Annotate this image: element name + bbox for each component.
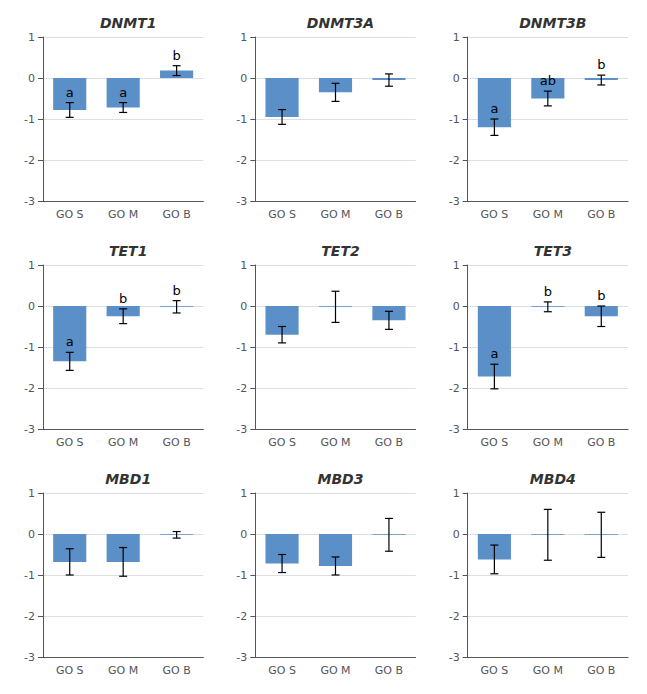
svg-text:GO M: GO M — [320, 436, 350, 449]
svg-text:0: 0 — [240, 528, 247, 541]
svg-text:DNMT3B: DNMT3B — [519, 15, 586, 31]
svg-text:1: 1 — [240, 31, 247, 44]
svg-text:b: b — [119, 291, 127, 306]
svg-text:1: 1 — [453, 31, 460, 44]
svg-text:GO M: GO M — [108, 208, 138, 221]
svg-text:TET3: TET3 — [534, 243, 572, 259]
svg-text:DNMT1: DNMT1 — [100, 15, 157, 31]
svg-text:0: 0 — [453, 72, 460, 85]
svg-text:a: a — [119, 85, 127, 100]
svg-text:MBD4: MBD4 — [530, 471, 576, 487]
svg-text:1: 1 — [240, 259, 247, 272]
svg-text:-2: -2 — [24, 154, 35, 167]
svg-text:-3: -3 — [24, 195, 35, 208]
svg-text:0: 0 — [240, 72, 247, 85]
svg-text:-2: -2 — [24, 382, 35, 395]
svg-text:GO B: GO B — [375, 436, 403, 449]
svg-text:GO B: GO B — [162, 664, 190, 677]
svg-text:a: a — [66, 85, 74, 100]
svg-text:ab: ab — [540, 73, 556, 88]
svg-text:1: 1 — [453, 487, 460, 500]
svg-text:GO M: GO M — [533, 208, 563, 221]
svg-text:-3: -3 — [449, 423, 460, 436]
svg-text:GO B: GO B — [162, 208, 190, 221]
svg-text:-1: -1 — [236, 569, 247, 582]
svg-text:1: 1 — [240, 487, 247, 500]
svg-text:GO M: GO M — [108, 664, 138, 677]
svg-text:GO B: GO B — [162, 436, 190, 449]
svg-text:-3: -3 — [24, 423, 35, 436]
svg-text:GO M: GO M — [320, 664, 350, 677]
svg-text:-1: -1 — [449, 113, 460, 126]
svg-text:0: 0 — [240, 300, 247, 313]
svg-text:a: a — [66, 334, 74, 349]
svg-text:GO S: GO S — [268, 436, 296, 449]
svg-text:-3: -3 — [236, 195, 247, 208]
svg-text:GO B: GO B — [375, 208, 403, 221]
svg-text:-2: -2 — [449, 382, 460, 395]
svg-text:b: b — [172, 48, 180, 63]
svg-text:-1: -1 — [236, 341, 247, 354]
svg-text:-1: -1 — [24, 341, 35, 354]
svg-text:0: 0 — [453, 300, 460, 313]
svg-text:a: a — [490, 101, 498, 116]
svg-text:0: 0 — [28, 528, 35, 541]
svg-text:-2: -2 — [449, 154, 460, 167]
svg-text:-2: -2 — [24, 610, 35, 623]
svg-text:b: b — [544, 284, 552, 299]
svg-text:0: 0 — [28, 72, 35, 85]
svg-text:-2: -2 — [449, 610, 460, 623]
svg-text:GO S: GO S — [481, 664, 509, 677]
svg-text:-1: -1 — [236, 113, 247, 126]
svg-text:GO S: GO S — [481, 208, 509, 221]
svg-text:GO B: GO B — [587, 664, 615, 677]
svg-text:1: 1 — [28, 259, 35, 272]
svg-text:GO M: GO M — [533, 436, 563, 449]
svg-text:GO S: GO S — [268, 208, 296, 221]
svg-text:TET1: TET1 — [109, 243, 147, 259]
svg-text:GO S: GO S — [56, 436, 84, 449]
svg-text:GO B: GO B — [375, 664, 403, 677]
svg-text:GO M: GO M — [108, 436, 138, 449]
svg-text:-1: -1 — [449, 569, 460, 582]
svg-text:1: 1 — [28, 31, 35, 44]
svg-text:1: 1 — [28, 487, 35, 500]
svg-text:-3: -3 — [236, 423, 247, 436]
svg-text:GO M: GO M — [320, 208, 350, 221]
svg-text:0: 0 — [28, 300, 35, 313]
svg-text:1: 1 — [453, 259, 460, 272]
svg-text:-2: -2 — [236, 154, 247, 167]
svg-text:-1: -1 — [24, 569, 35, 582]
svg-text:GO S: GO S — [56, 208, 84, 221]
svg-text:-3: -3 — [24, 651, 35, 664]
svg-text:MBD1: MBD1 — [105, 471, 151, 487]
svg-text:GO S: GO S — [268, 664, 296, 677]
svg-text:b: b — [597, 288, 605, 303]
svg-text:GO S: GO S — [56, 664, 84, 677]
svg-text:GO M: GO M — [533, 664, 563, 677]
svg-text:-3: -3 — [449, 651, 460, 664]
svg-text:MBD3: MBD3 — [318, 471, 364, 487]
svg-text:a: a — [490, 346, 498, 361]
svg-text:-1: -1 — [449, 341, 460, 354]
svg-text:GO B: GO B — [587, 208, 615, 221]
svg-text:b: b — [172, 283, 180, 298]
svg-text:DNMT3A: DNMT3A — [307, 15, 374, 31]
svg-text:TET2: TET2 — [321, 243, 359, 259]
svg-text:-3: -3 — [236, 651, 247, 664]
svg-text:-1: -1 — [24, 113, 35, 126]
svg-text:0: 0 — [453, 528, 460, 541]
svg-text:-2: -2 — [236, 382, 247, 395]
svg-text:-3: -3 — [449, 195, 460, 208]
svg-text:GO B: GO B — [587, 436, 615, 449]
svg-text:b: b — [597, 57, 605, 72]
svg-text:GO S: GO S — [481, 436, 509, 449]
svg-text:-2: -2 — [236, 610, 247, 623]
